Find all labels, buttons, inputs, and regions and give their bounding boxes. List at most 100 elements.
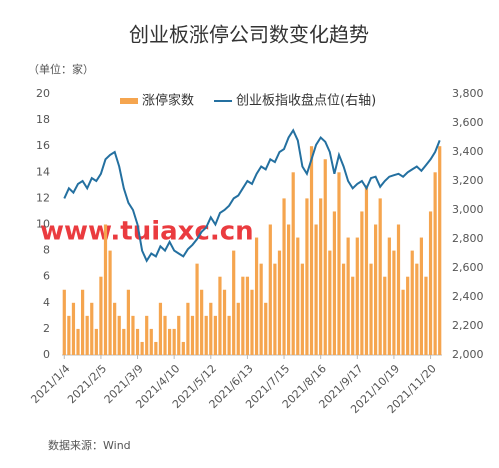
bar	[378, 198, 382, 355]
bar	[190, 315, 195, 355]
bar	[186, 302, 190, 355]
y2-tick-label: 2,800	[452, 232, 484, 245]
bar	[419, 237, 423, 355]
bar	[259, 263, 263, 355]
bar	[291, 172, 295, 355]
bar	[135, 328, 140, 355]
bar	[94, 328, 98, 355]
bar	[410, 250, 414, 355]
bar	[103, 224, 108, 355]
y2-tick-label: 3,000	[452, 203, 484, 216]
bar	[396, 224, 401, 355]
bar	[296, 237, 300, 355]
bar	[222, 289, 227, 355]
bar	[218, 276, 222, 355]
watermark: www.tuiaxc.cn	[40, 217, 254, 247]
bar	[213, 315, 217, 355]
y-tick-label: 2	[43, 322, 50, 335]
bar	[328, 250, 332, 355]
bar	[369, 263, 373, 355]
bar	[108, 250, 112, 355]
bar	[85, 315, 89, 355]
bar	[200, 289, 204, 355]
bar	[319, 198, 323, 355]
bar	[113, 302, 117, 355]
bar	[122, 328, 126, 355]
line	[63, 128, 441, 263]
bar	[76, 328, 80, 355]
bar	[341, 263, 346, 355]
bar	[355, 237, 359, 355]
bar	[287, 224, 291, 355]
bar	[71, 302, 76, 355]
y2-tick-label: 2,400	[452, 290, 484, 303]
bar	[401, 289, 405, 355]
legend-label: 涨停家数	[142, 93, 194, 109]
bar	[392, 250, 396, 355]
bar	[81, 289, 85, 355]
bar	[268, 224, 272, 355]
bar	[264, 302, 268, 355]
bar	[351, 276, 355, 355]
x-tick-label: 2021/1/4	[28, 362, 72, 406]
y-tick-label: 10	[36, 218, 50, 231]
bar	[241, 276, 245, 355]
bar	[140, 341, 144, 355]
bar	[204, 315, 208, 355]
y-tick-label: 16	[36, 139, 50, 152]
source: 数据来源：Wind	[48, 438, 131, 452]
bar	[406, 276, 410, 355]
y-tick-label: 20	[36, 87, 50, 100]
bar	[158, 302, 163, 355]
bar	[232, 250, 236, 355]
bar	[309, 146, 314, 355]
y-tick-label: 0	[43, 348, 50, 361]
bar	[62, 289, 66, 355]
bar	[314, 224, 318, 355]
bar	[172, 328, 176, 355]
bar	[332, 211, 337, 355]
y-tick-label: 4	[43, 296, 50, 309]
y2-tick-label: 2,200	[452, 319, 484, 332]
chart-title: 创业板涨停公司数变化趋势	[129, 23, 369, 47]
bar	[167, 328, 172, 355]
bar	[154, 341, 158, 355]
bar	[163, 315, 167, 355]
bar	[126, 289, 130, 355]
bar	[374, 224, 378, 355]
bar	[209, 302, 213, 355]
bar	[428, 211, 433, 355]
bar	[415, 263, 419, 355]
bar	[145, 315, 149, 355]
bar	[181, 341, 185, 355]
bar	[360, 211, 364, 355]
y2-tick-label: 3,600	[452, 116, 484, 129]
bar	[195, 263, 199, 355]
y-tick-label: 8	[43, 244, 50, 257]
bar	[300, 263, 304, 355]
x-tick-label: 2021/2/5	[65, 362, 109, 406]
bar	[387, 237, 391, 355]
y-tick-label: 14	[36, 165, 50, 178]
y2-tick-label: 3,800	[452, 87, 484, 100]
bar	[337, 172, 341, 355]
y-unit: （单位：家）	[28, 62, 94, 76]
y2-tick-label: 3,200	[452, 174, 484, 187]
bar	[245, 276, 250, 355]
bar	[250, 289, 254, 355]
bar	[305, 198, 309, 355]
bar	[323, 159, 327, 355]
y-tick-label: 6	[43, 270, 50, 283]
y-tick-label: 12	[36, 191, 50, 204]
y2-tick-label: 2,000	[452, 348, 484, 361]
bar	[346, 237, 350, 355]
y2-tick-label: 2,600	[452, 261, 484, 274]
y2-tick-label: 3,400	[452, 145, 484, 158]
bar	[131, 315, 135, 355]
bar	[282, 198, 286, 355]
bar	[149, 328, 153, 355]
bar	[364, 185, 369, 355]
legend-swatch	[120, 98, 138, 104]
bar	[273, 263, 277, 355]
